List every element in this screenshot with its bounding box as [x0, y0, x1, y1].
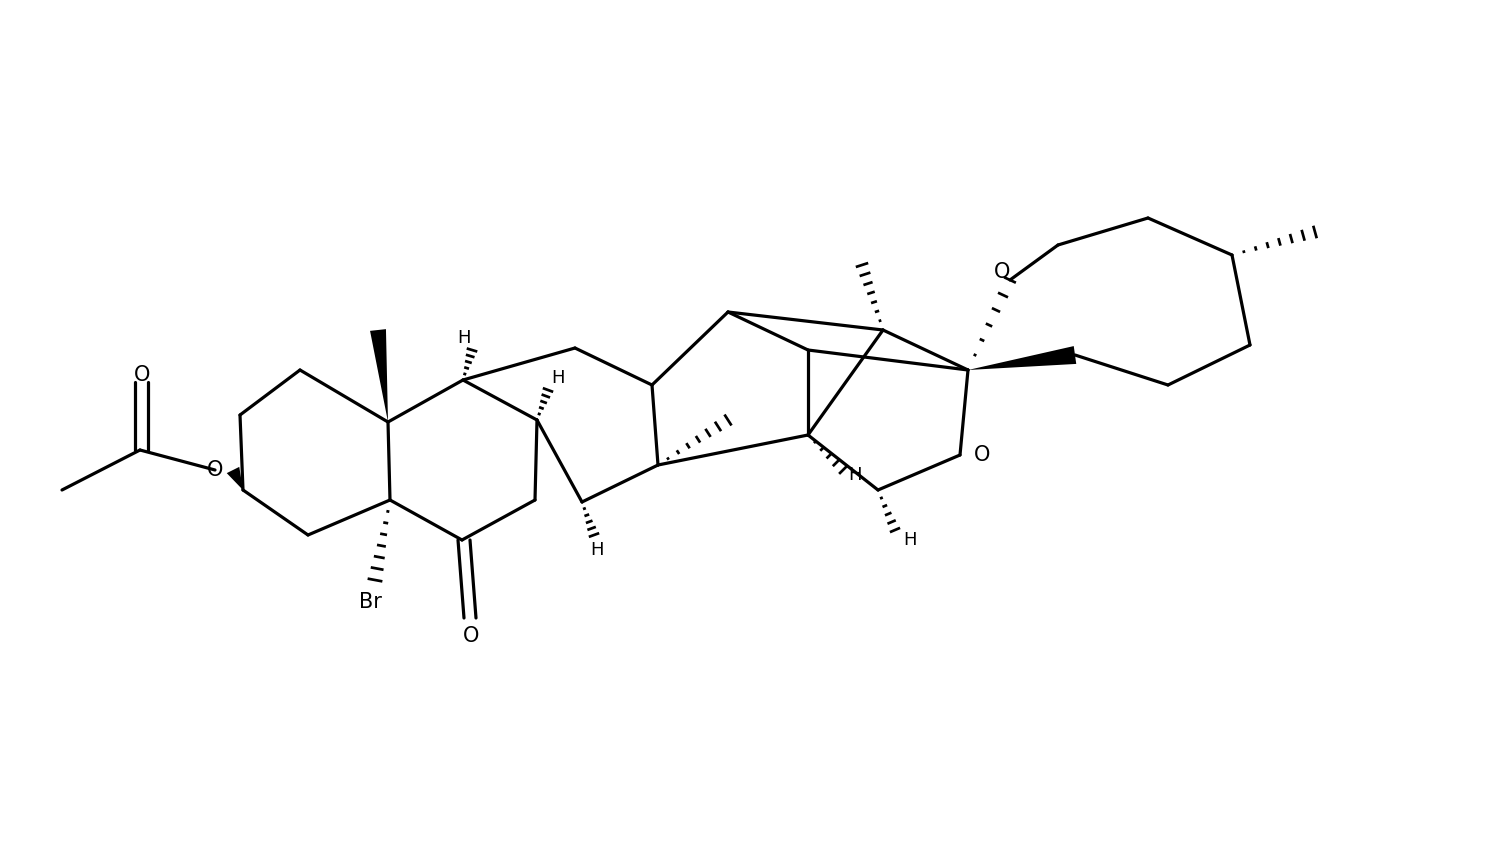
- Text: O: O: [974, 445, 989, 465]
- Text: O: O: [206, 460, 223, 480]
- Text: Br: Br: [358, 592, 381, 612]
- Text: H: H: [590, 541, 604, 559]
- Text: H: H: [848, 466, 861, 484]
- Text: O: O: [462, 626, 479, 646]
- Polygon shape: [968, 346, 1077, 370]
- Text: O: O: [134, 365, 151, 385]
- Text: H: H: [551, 369, 565, 387]
- Text: O: O: [994, 262, 1011, 282]
- Polygon shape: [370, 330, 389, 422]
- Polygon shape: [227, 467, 242, 490]
- Text: H: H: [458, 329, 471, 347]
- Text: H: H: [904, 531, 917, 549]
